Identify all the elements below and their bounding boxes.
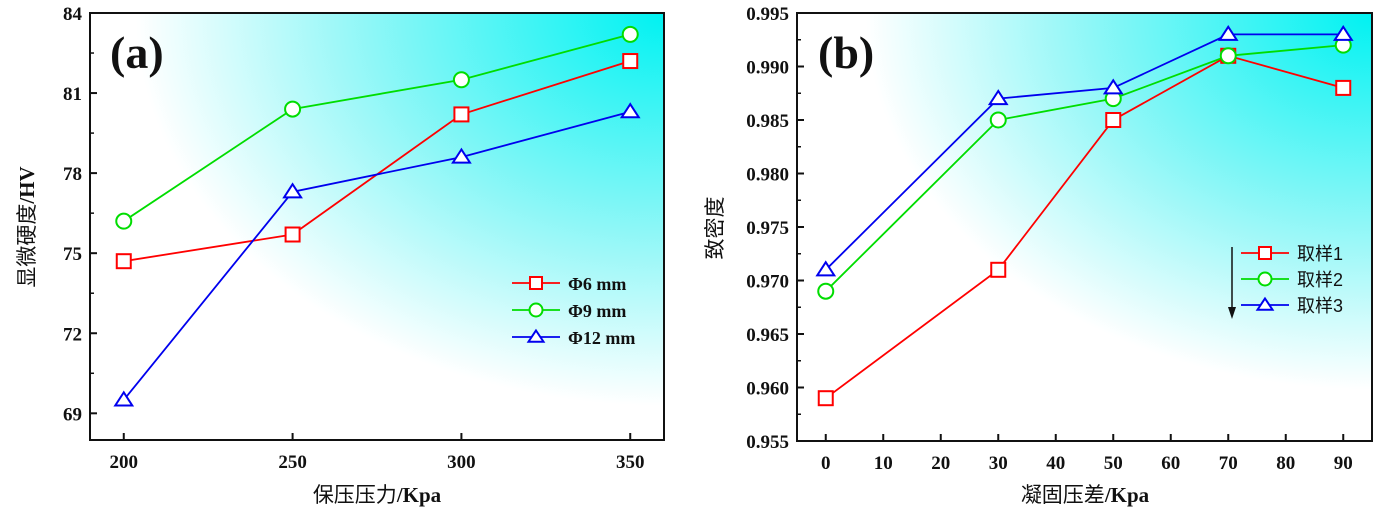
axes-b: 0.955 0.960 0.965 0.970 0.975 0.980 0.985 0.990… <box>746 4 1353 474</box>
panel-label-a: (a) <box>110 27 164 78</box>
legend-marker-b <box>1257 271 1273 287</box>
y-tick-label-a: 72 <box>63 324 82 345</box>
y-tick-label-b: 0.960 <box>746 379 789 400</box>
y-tick-label-b: 0.965 <box>746 325 789 346</box>
legend-marker-b <box>1258 246 1272 260</box>
y-axis-title-unit-a: /HV <box>15 166 39 204</box>
plot-frame-b <box>796 12 1373 442</box>
y-tick-label-a: 84 <box>63 4 83 25</box>
y-tick-label-b: 0.955 <box>746 432 789 453</box>
x-tick-label-b: 80 <box>1276 453 1295 474</box>
axes-a: 69 72 75 78 81 84 200 250 300 350 <box>63 4 644 473</box>
panel-label-b: (b) <box>818 27 874 78</box>
legend-marker-b <box>1255 296 1275 311</box>
x-tick-label-a: 300 <box>447 452 476 473</box>
data-point-b-3 <box>987 89 1009 106</box>
y-tick-label-a: 75 <box>63 244 82 265</box>
y-tick-label-b: 0.995 <box>746 4 789 25</box>
x-tick-label-b: 20 <box>931 453 950 474</box>
data-point-a-3 <box>282 182 303 199</box>
panel-a: 69 72 75 78 81 84 200 250 300 350 (a) 保压压力/Kpa 显微… <box>15 4 665 507</box>
data-point-b-1 <box>817 390 834 407</box>
x-tick-label-a: 200 <box>110 452 139 473</box>
data-point-a-2 <box>284 100 302 118</box>
plot-background-b <box>797 13 1372 441</box>
data-point-b-3 <box>1332 24 1354 41</box>
y-tick-label-b: 0.985 <box>746 111 789 132</box>
x-tick-label-b: 60 <box>1161 453 1180 474</box>
x-tick-label-b: 70 <box>1219 453 1238 474</box>
x-axis-title-cn-b: 凝固压差 <box>1021 483 1105 507</box>
data-point-a-3 <box>113 390 135 407</box>
x-tick-label-b: 10 <box>874 453 893 474</box>
legend-label-b-1: 取样1 <box>1297 244 1343 264</box>
y-tick-label-a: 78 <box>63 164 82 185</box>
data-point-a-1 <box>284 226 301 243</box>
legend-label-a-3: Φ12 mm <box>568 328 635 348</box>
series-group-a <box>113 25 641 407</box>
y-axis-title-cn-b: 致密度 <box>703 197 727 260</box>
data-point-b-3 <box>815 260 837 277</box>
data-point-b-3 <box>1102 78 1124 95</box>
legend-b: 取样1 取样2 取样3 <box>1228 244 1343 319</box>
y-axis-title-cn-a: 显微硬度 <box>15 204 39 288</box>
x-tick-label-b: 50 <box>1104 453 1123 474</box>
data-point-a-1 <box>115 253 132 270</box>
x-axis-title-a: 保压压力/Kpa <box>313 483 442 507</box>
data-point-b-2 <box>817 282 835 300</box>
data-point-a-2 <box>621 25 639 43</box>
data-point-b-2 <box>1219 47 1237 65</box>
data-point-a-1 <box>622 53 639 70</box>
x-axis-title-unit-b: /Kpa <box>1104 483 1150 507</box>
data-point-b-2 <box>989 111 1007 129</box>
data-point-a-2 <box>115 212 133 230</box>
legend-marker-a <box>529 276 543 290</box>
data-point-a-2 <box>452 71 470 89</box>
x-axis-title-unit-a: /Kpa <box>396 483 442 507</box>
legend-label-b-3: 取样3 <box>1297 296 1343 316</box>
legend-a: Φ6 mm Φ9 mm Φ12 mm <box>512 274 635 348</box>
series-group-b <box>815 24 1354 407</box>
y-tick-label-a: 81 <box>63 84 82 105</box>
x-tick-label-a: 250 <box>278 452 307 473</box>
panel-b: 0.955 0.960 0.965 0.970 0.975 0.980 0.985 0.990… <box>703 4 1373 507</box>
x-tick-label-b: 0 <box>821 453 831 474</box>
legend-label-a-1: Φ6 mm <box>568 274 626 294</box>
y-tick-label-b: 0.975 <box>746 218 789 239</box>
data-point-b-3 <box>1217 24 1239 41</box>
data-point-a-1 <box>453 106 470 123</box>
data-point-a-3 <box>451 147 472 164</box>
x-axis-title-cn-a: 保压压力 <box>313 483 397 507</box>
data-point-b-1 <box>990 261 1007 278</box>
y-tick-label-b: 0.970 <box>746 272 789 293</box>
y-axis-title-a: 显微硬度/HV <box>15 166 39 287</box>
plot-background-a <box>90 13 664 440</box>
x-tick-label-b: 40 <box>1046 453 1065 474</box>
y-axis-title-b: 致密度 <box>703 197 727 260</box>
x-tick-label-b: 30 <box>989 453 1008 474</box>
data-point-b-1 <box>1105 112 1122 128</box>
legend-label-a-2: Φ9 mm <box>568 301 626 321</box>
plot-frame-a <box>89 12 665 441</box>
legend-marker-a <box>528 302 544 318</box>
x-axis-title-b: 凝固压差/Kpa <box>1021 483 1150 507</box>
legend-label-b-2: 取样2 <box>1297 270 1343 290</box>
series-line-a-2 <box>123 33 631 222</box>
data-point-b-1 <box>1335 79 1352 96</box>
x-tick-label-b: 90 <box>1334 453 1353 474</box>
series-line-a-3 <box>123 110 631 401</box>
y-tick-label-b: 0.990 <box>746 58 789 79</box>
y-tick-label-b: 0.980 <box>746 165 789 186</box>
data-point-a-3 <box>619 102 641 119</box>
y-tick-label-a: 69 <box>63 404 82 425</box>
x-tick-label-a: 350 <box>616 452 645 473</box>
down-arrow-icon <box>1228 307 1236 319</box>
legend-marker-a <box>526 328 546 343</box>
